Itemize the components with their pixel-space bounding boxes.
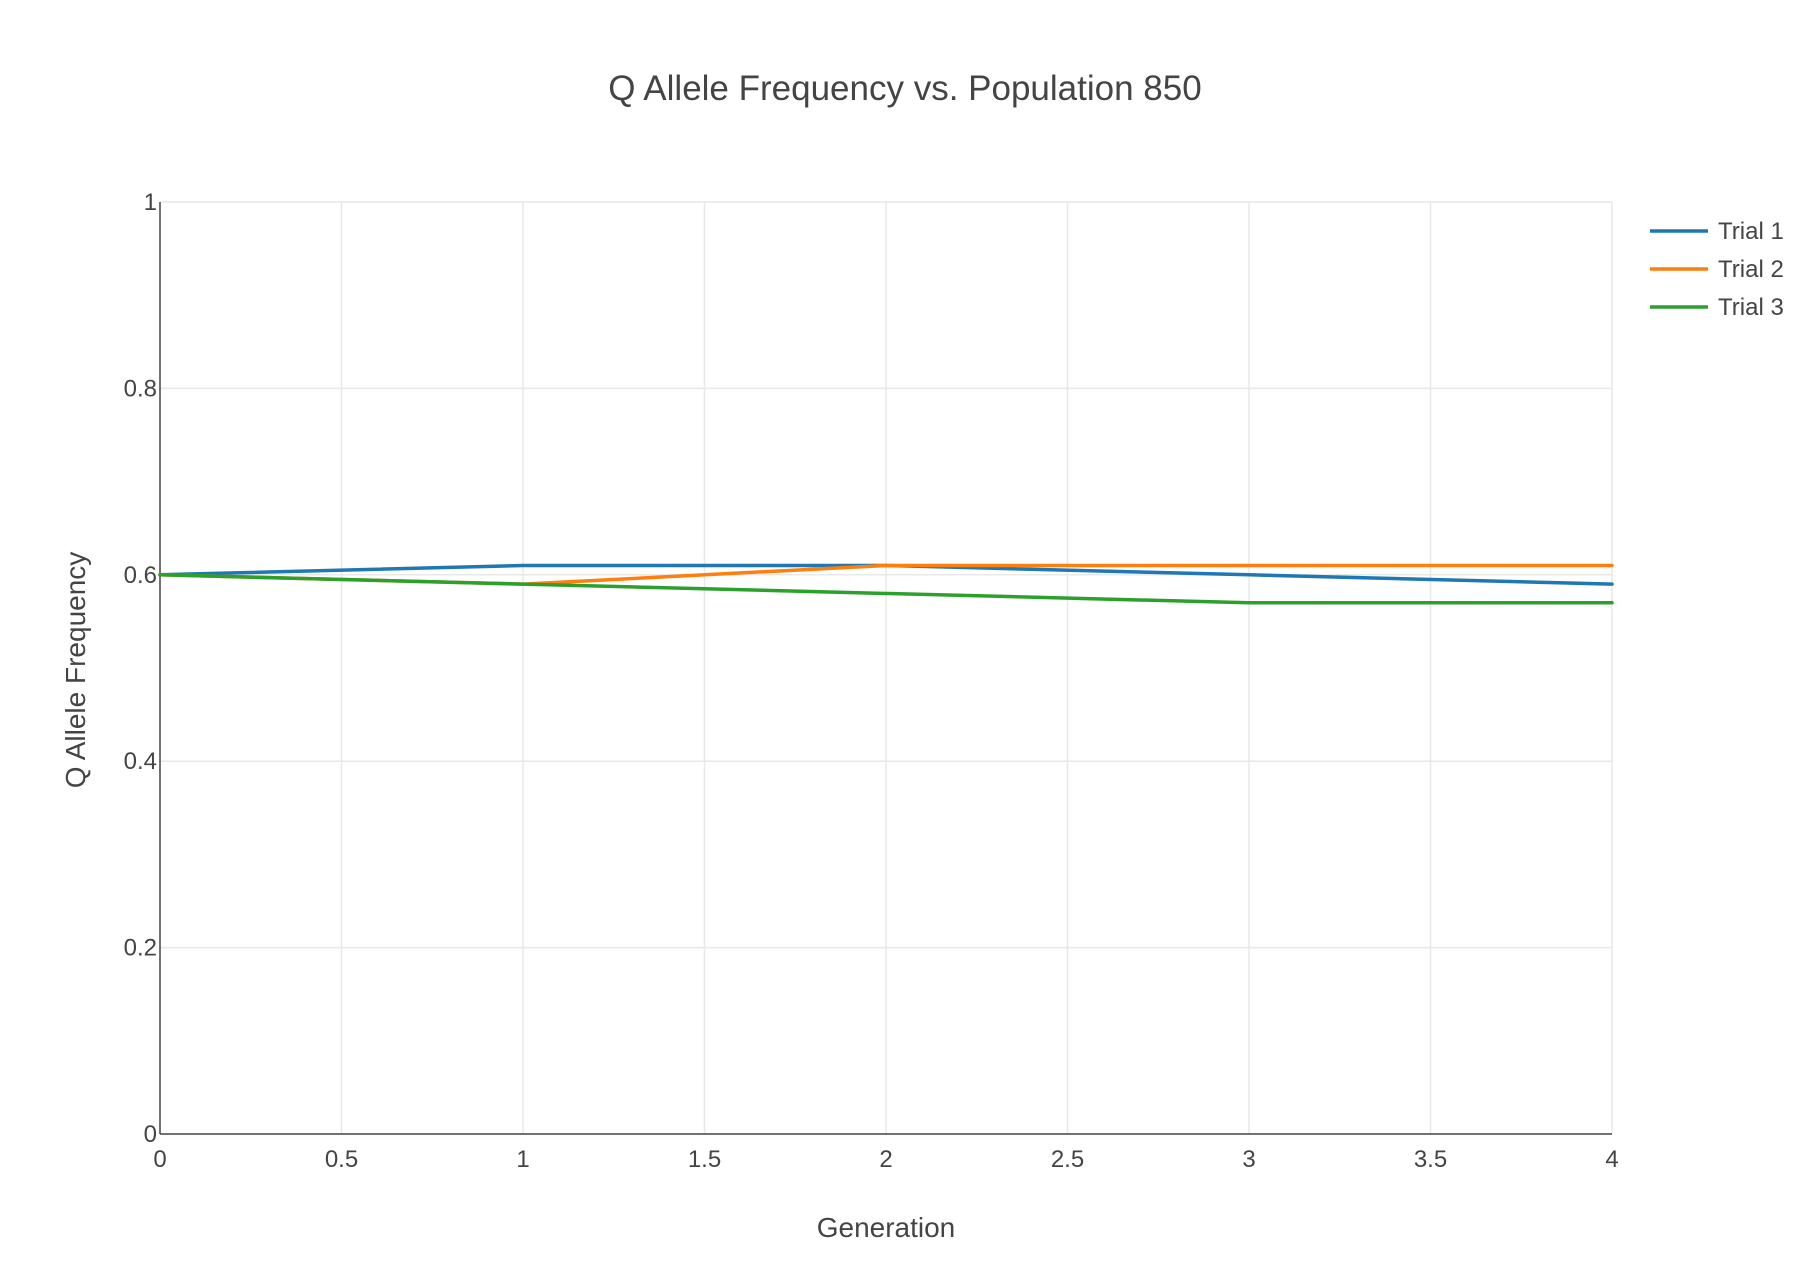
legend-item-trial-2[interactable]: Trial 2 xyxy=(1650,256,1784,283)
x-tick-label: 3.5 xyxy=(1414,1146,1447,1173)
x-tick-label: 2.5 xyxy=(1051,1146,1084,1173)
y-tick-labels: 0 0.2 0.4 0.6 0.8 1 xyxy=(124,189,157,1148)
series-line-trial-3 xyxy=(158,573,1614,605)
y-tick-label: 0.6 xyxy=(124,562,157,589)
x-tick-label: 0 xyxy=(153,1146,166,1173)
y-gridlines xyxy=(160,201,1612,949)
x-axis-title: Generation xyxy=(817,1212,956,1243)
y-tick-label: 0 xyxy=(144,1121,157,1148)
legend-label: Trial 3 xyxy=(1718,294,1784,321)
y-tick-label: 0.4 xyxy=(124,748,157,775)
y-tick-label: 0.8 xyxy=(124,375,157,402)
y-axis-title: Q Allele Frequency xyxy=(60,552,91,789)
x-tick-label: 3 xyxy=(1242,1146,1255,1173)
legend-label: Trial 1 xyxy=(1718,218,1784,245)
y-tick-label: 0.2 xyxy=(124,935,157,962)
x-tick-labels: 0 0.5 1 1.5 2 2.5 3 3.5 4 xyxy=(153,1146,1618,1173)
legend-item-trial-1[interactable]: Trial 1 xyxy=(1650,218,1784,245)
series-lines xyxy=(158,563,1614,605)
x-tick-label: 4 xyxy=(1605,1146,1618,1173)
chart-title: Q Allele Frequency vs. Population 850 xyxy=(608,69,1201,108)
x-tick-label: 1 xyxy=(516,1146,529,1173)
x-tick-label: 0.5 xyxy=(325,1146,358,1173)
legend: Trial 1 Trial 2 Trial 3 xyxy=(1650,218,1784,321)
x-tick-label: 2 xyxy=(879,1146,892,1173)
x-tick-label: 1.5 xyxy=(688,1146,721,1173)
y-tick-label: 1 xyxy=(144,189,157,216)
legend-label: Trial 2 xyxy=(1718,256,1784,283)
x-gridlines xyxy=(340,202,1613,1134)
legend-item-trial-3[interactable]: Trial 3 xyxy=(1650,294,1784,321)
